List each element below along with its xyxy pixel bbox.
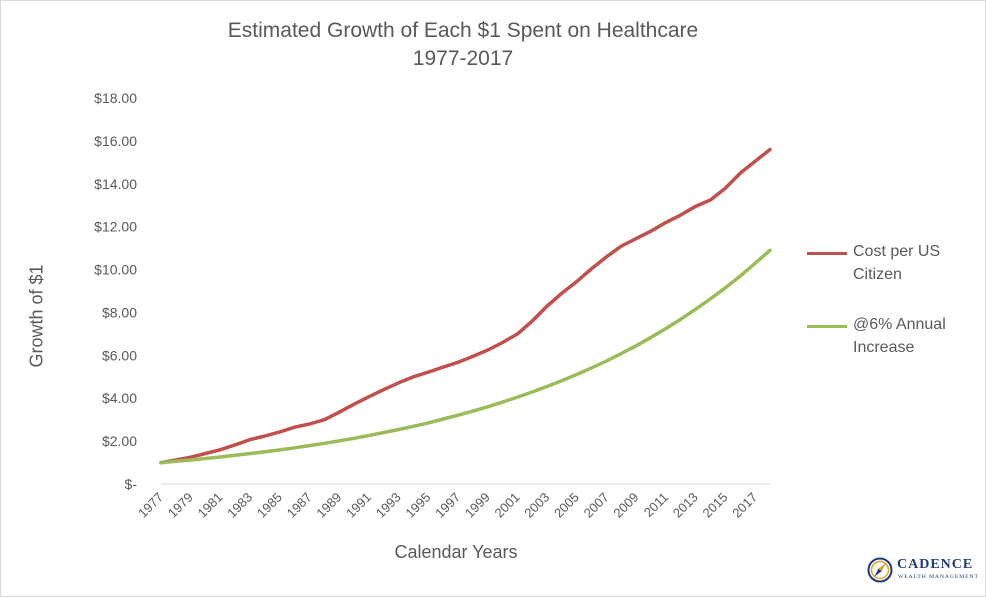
legend-swatch-cost-per-us-citizen xyxy=(807,252,847,255)
compass-icon xyxy=(867,557,893,583)
x-tick-label: 1993 xyxy=(373,490,404,521)
legend-swatch-annual-increase xyxy=(807,325,847,328)
x-tick-label: 1985 xyxy=(254,490,285,521)
x-tick-label: 1979 xyxy=(165,490,196,521)
x-tick-label: 1983 xyxy=(224,490,255,521)
series-line-6-annual-increase xyxy=(159,248,772,465)
y-axis-label: Growth of $1 xyxy=(26,264,47,368)
y-tick-label: $14.00 xyxy=(94,176,137,192)
x-tick-label: 1991 xyxy=(343,490,374,521)
x-tick-label: 2007 xyxy=(581,490,612,521)
x-tick-label: 2015 xyxy=(700,490,731,521)
x-tick-label: 1995 xyxy=(402,490,433,521)
y-tick-label: $8.00 xyxy=(102,304,137,320)
y-tick-label: $2.00 xyxy=(102,433,137,449)
cadence-logo: CADENCE WEALTH MANAGEMENT xyxy=(867,557,979,587)
y-tick-label: $6.00 xyxy=(102,347,137,363)
x-tick-label: 1987 xyxy=(284,490,315,521)
x-tick-label: 1989 xyxy=(313,490,344,521)
y-tick-label: $18.00 xyxy=(94,90,137,106)
legend-label-annual-increase: @6% Annual Increase xyxy=(853,316,946,356)
x-tick-label: 1999 xyxy=(462,490,493,521)
x-tick-label: 2003 xyxy=(521,490,552,521)
x-tick-label: 1977 xyxy=(135,490,166,521)
logo-subtitle: WEALTH MANAGEMENT xyxy=(898,574,979,580)
legend-label-cost-per-us-citizen: Cost per US Citizen xyxy=(853,243,941,283)
y-axis-ticks: $- $2.00 $4.00 $6.00 $8.00 $10.00 $12.00 $14.00… xyxy=(94,90,137,492)
y-tick-label: $10.00 xyxy=(94,262,137,278)
x-tick-label: 2005 xyxy=(551,490,582,521)
series-lines xyxy=(159,147,772,465)
y-tick-label: $- xyxy=(125,476,138,492)
x-tick-label: 1981 xyxy=(194,490,225,521)
x-tick-label: 2017 xyxy=(729,490,760,521)
x-tick-label: 1997 xyxy=(432,490,463,521)
chart-title: Estimated Growth of Each $1 Spent on Hea… xyxy=(227,19,699,42)
x-tick-label: 2009 xyxy=(610,490,641,521)
y-tick-label: $16.00 xyxy=(94,133,137,149)
chart-subtitle: 1977-2017 xyxy=(412,47,514,70)
series-line-cost-per-us-citizen xyxy=(159,147,772,465)
x-axis-label: Calendar Years xyxy=(394,542,518,562)
x-tick-label: 2001 xyxy=(492,490,523,521)
x-axis-ticks: 1977197919811983198519871989199119931995… xyxy=(135,490,760,521)
x-tick-label: 2011 xyxy=(641,490,671,520)
logo-name: CADENCE xyxy=(897,557,974,572)
y-tick-label: $12.00 xyxy=(94,219,137,235)
y-tick-label: $4.00 xyxy=(102,390,137,406)
x-tick-label: 2013 xyxy=(670,490,701,521)
